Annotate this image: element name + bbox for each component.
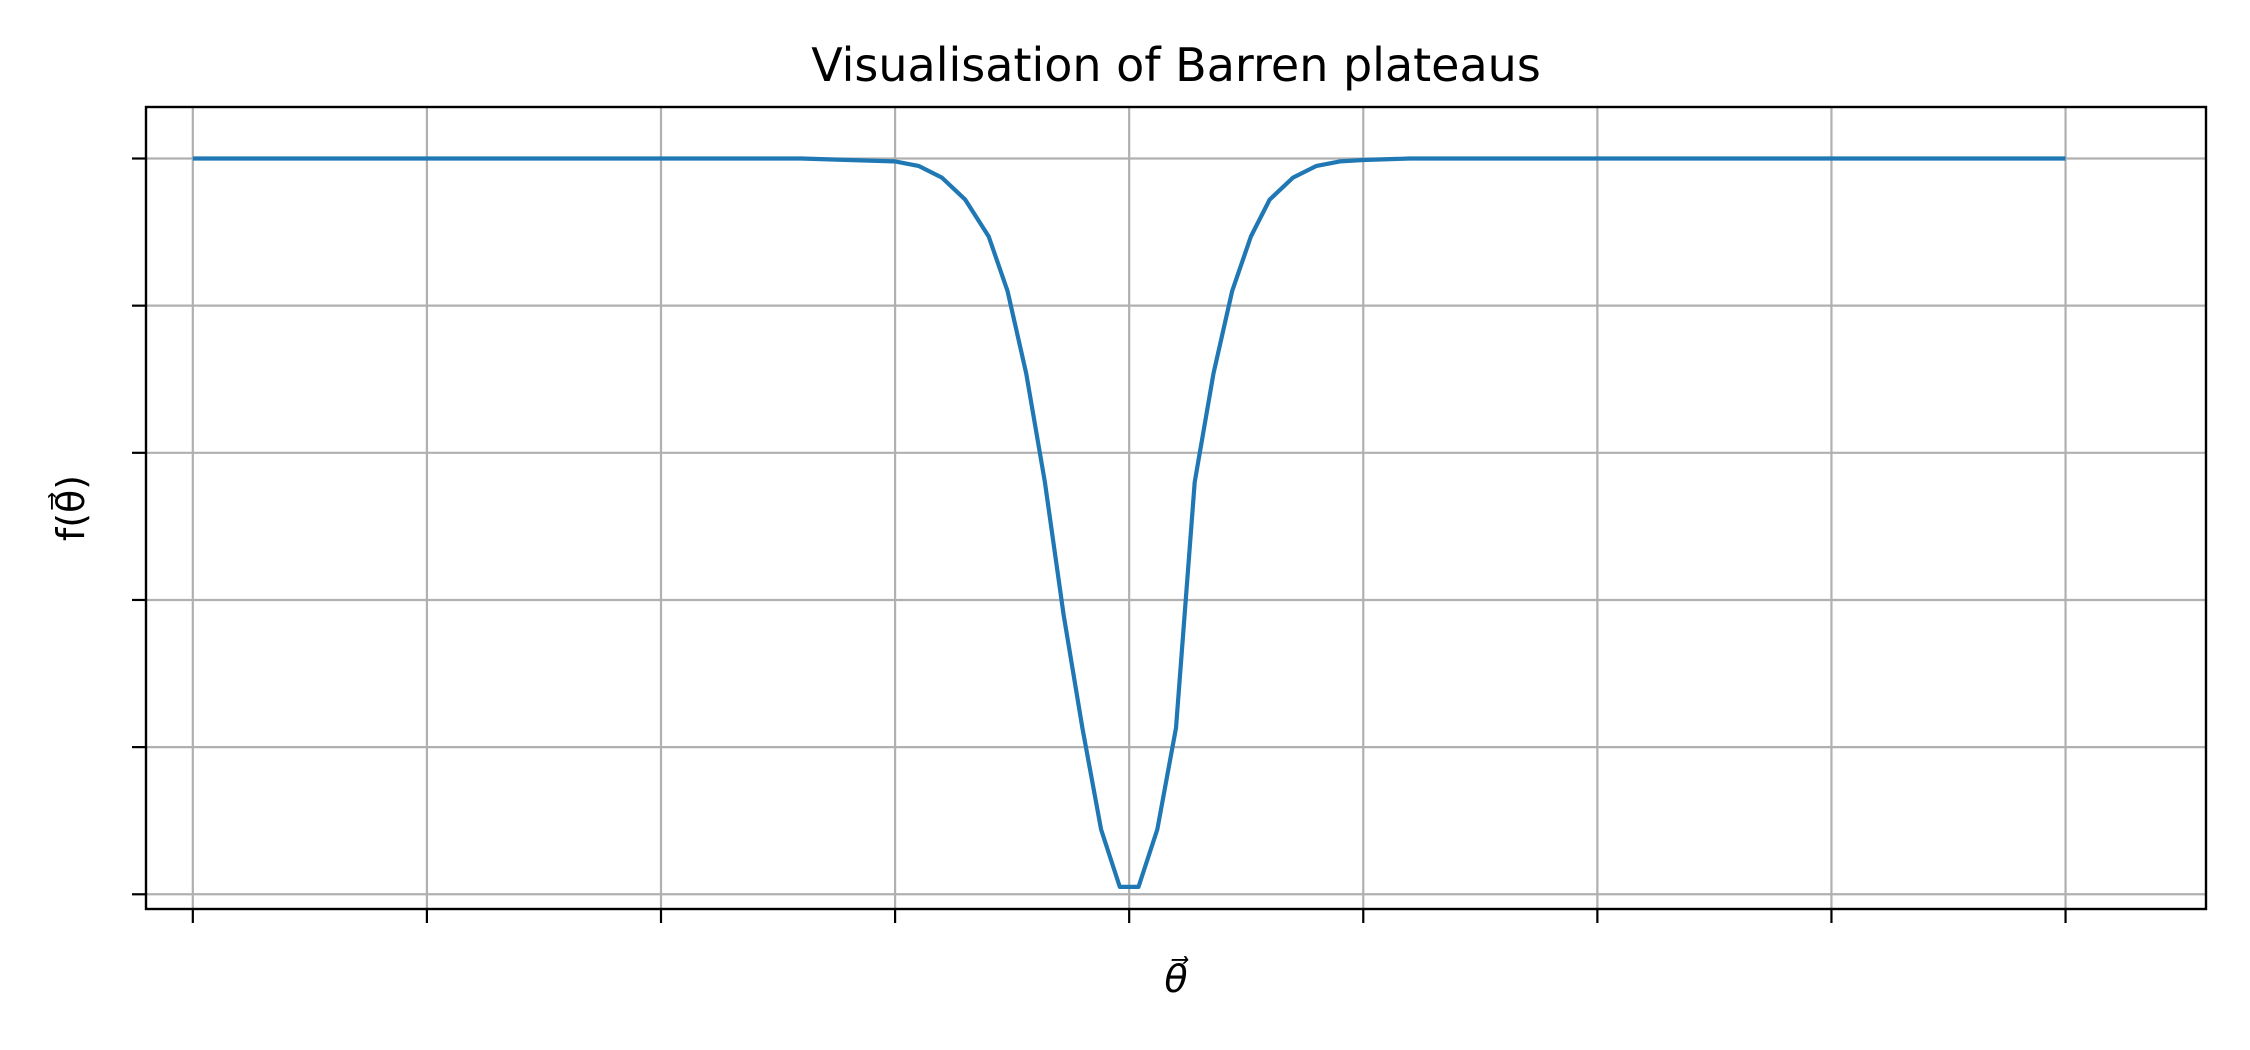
x-axis-label: θ⃗ [1164, 956, 1189, 1001]
ticks [132, 157, 2067, 923]
series-line [192, 156, 2066, 890]
plot-frame [144, 105, 2208, 911]
y-axis-label: f(θ⃗) [48, 475, 93, 541]
chart-title: Visualisation of Barren plateaus [811, 38, 1541, 92]
series-layer [192, 156, 2066, 890]
grid [146, 107, 2206, 909]
